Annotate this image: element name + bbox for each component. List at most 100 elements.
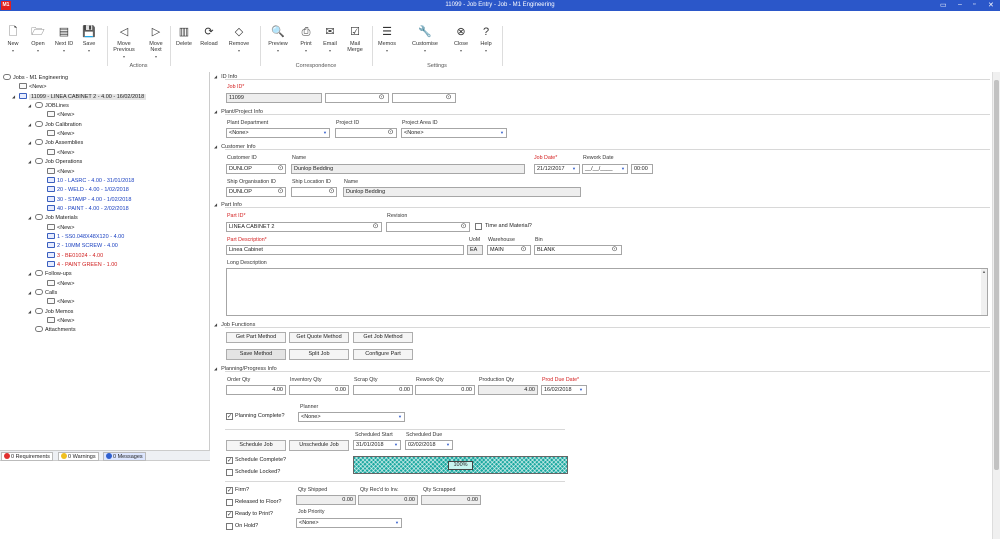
id-field-3[interactable] [392, 93, 456, 103]
reload-button[interactable]: ⟳ Reload [199, 26, 219, 47]
tab-requirements[interactable]: 0 Requirements [1, 452, 53, 461]
order-qty-field[interactable]: 4.00 [226, 385, 286, 395]
tree-node[interactable]: <New> [47, 167, 74, 175]
tree-node[interactable]: ◢ Job Memos [28, 307, 73, 315]
section-id-info[interactable]: ◢ ID Info [214, 74, 238, 80]
preview-button[interactable]: 🔍 Preview ▾ [265, 26, 291, 53]
time-material-checkbox[interactable] [475, 223, 482, 230]
split-job-button[interactable]: Split Job [289, 349, 349, 360]
section-functions[interactable]: ◢ Job Functions [214, 322, 256, 328]
tree-node[interactable]: ◢ Job Operations [28, 158, 82, 165]
customer-name-field[interactable]: Dunlop Bedding [291, 164, 525, 174]
get-job-method-button[interactable]: Get Job Method [353, 332, 413, 343]
sched-start-field[interactable]: 31/01/2018 [353, 440, 401, 450]
expand-toggle-icon[interactable]: ◢ [28, 140, 32, 146]
new-button[interactable]: 🗋 New ▾ [3, 26, 23, 53]
tree-node[interactable]: Attachments [35, 326, 76, 333]
close-icon[interactable]: ✕ [988, 2, 994, 9]
binoculars-icon[interactable]: ⊙ [378, 94, 385, 101]
expand-toggle-icon[interactable]: ◢ [28, 308, 32, 314]
tree-node[interactable]: 3 - BE01024 - 4.00 [47, 251, 103, 259]
prod-due-field[interactable]: 16/02/2018 [541, 385, 587, 395]
expand-toggle-icon[interactable]: ◢ [28, 103, 32, 109]
sched-due-field[interactable]: 02/02/2018 [405, 440, 453, 450]
expand-toggle-icon[interactable]: ◢ [28, 290, 32, 296]
tree-node[interactable]: <New> [47, 279, 74, 287]
expand-toggle-icon[interactable]: ◢ [28, 215, 32, 221]
project-area-select[interactable]: <None> [401, 128, 507, 138]
tab-messages[interactable]: 0 Messages [103, 452, 146, 461]
id-field-2[interactable] [325, 93, 389, 103]
plant-department-select[interactable]: <None> [226, 128, 330, 138]
chevron-down-icon[interactable]: ▼ [500, 130, 504, 135]
qty-recd-field[interactable]: 0.00 [358, 495, 418, 505]
chevron-down-icon[interactable]: ▼ [579, 387, 583, 392]
chevron-down-icon[interactable]: ▼ [398, 414, 402, 419]
ship-name-field[interactable]: Dunlop Bedding [343, 187, 581, 197]
job-date-field[interactable]: 21/12/2017 [534, 164, 580, 174]
tree-node[interactable]: <New> [47, 317, 74, 324]
schedule-complete-checkbox[interactable]: ✓ [226, 457, 233, 464]
help-button[interactable]: ? Help ▾ [477, 26, 495, 53]
section-plant[interactable]: ◢ Plant/Project Info [214, 109, 263, 115]
chevron-down-icon[interactable]: ▼ [394, 442, 398, 447]
section-planning[interactable]: ◢ Planning/Progress Info [214, 366, 277, 372]
qty-shipped-field[interactable]: 0.00 [296, 495, 356, 505]
chevron-down-icon[interactable]: ▾ [154, 54, 157, 59]
tree-node[interactable]: 2 - 10MM SCREW - 4.00 [47, 242, 118, 249]
rework-date-field[interactable]: __/__/____ [582, 164, 628, 174]
tree-node[interactable]: 1 - SS0.048X48X120 - 4.00 [47, 232, 124, 240]
tree-node[interactable]: <New> [47, 298, 74, 305]
chevron-down-icon[interactable]: ▼ [395, 520, 399, 525]
textarea-scrollbar[interactable]: ▲ [981, 269, 987, 315]
ready-checkbox[interactable]: ✓ [226, 511, 233, 518]
tree-node[interactable]: 4 - PAINT GREEN - 1.00 [47, 261, 117, 268]
tree-node[interactable]: ◢Jobs - M1 Engineering [0, 74, 68, 81]
tab-warnings[interactable]: 0 Warnings [58, 452, 99, 461]
tree-node[interactable]: ◢ Calls [28, 289, 57, 296]
chevron-down-icon[interactable]: ▾ [36, 48, 39, 53]
get-quote-method-button[interactable]: Get Quote Method [289, 332, 349, 343]
schedule-job-button[interactable]: Schedule Job [226, 440, 286, 451]
qty-scrapped-field[interactable]: 0.00 [421, 495, 481, 505]
revision-field[interactable] [386, 222, 470, 232]
firm-checkbox[interactable]: ✓ [226, 487, 233, 494]
chevron-down-icon[interactable]: ▾ [276, 48, 279, 53]
chevron-down-icon[interactable]: ▾ [87, 48, 90, 53]
tree-node[interactable]: ◢ Job Materials [28, 214, 78, 221]
tree-node[interactable]: ◢ 11099 - LINEA CABINET 2 - 4.00 - 16/02/… [12, 92, 147, 100]
chevron-down-icon[interactable]: ▾ [459, 48, 462, 53]
expand-toggle-icon[interactable]: ◢ [12, 93, 16, 99]
expand-toggle-icon[interactable]: ◢ [28, 271, 32, 277]
configure-part-button[interactable]: Configure Part [353, 349, 413, 360]
chevron-down-icon[interactable]: ▾ [237, 48, 240, 53]
restore-icon[interactable]: – [958, 1, 962, 8]
tree-node[interactable]: ◢ Job Calibration [28, 120, 82, 128]
scrollbar-thumb[interactable] [994, 80, 999, 470]
chevron-down-icon[interactable]: ▾ [328, 48, 331, 53]
next-id-button[interactable]: ▤ Next ID ▾ [54, 26, 74, 53]
chevron-down-icon[interactable]: ▾ [423, 48, 426, 53]
binoculars-icon[interactable]: ⊙ [611, 246, 618, 253]
delete-button[interactable]: ▥ Delete [175, 26, 193, 47]
memos-button[interactable]: ☰ Memos ▾ [376, 26, 398, 53]
on-hold-checkbox[interactable] [226, 523, 233, 530]
tree-node[interactable]: 20 - WELD - 4.00 - 1/02/2018 [47, 186, 129, 193]
ship-location-field[interactable] [291, 187, 337, 197]
move-next-button[interactable]: ▷ Move Next ▾ [146, 26, 166, 59]
move-previous-button[interactable]: ◁ Move Previous ▾ [110, 26, 138, 59]
binoculars-icon[interactable]: ⊙ [460, 223, 467, 230]
warehouse-field[interactable]: MAIN [487, 245, 531, 255]
get-part-method-button[interactable]: Get Part Method [226, 332, 286, 343]
binoculars-icon[interactable]: ⊙ [328, 188, 335, 195]
chevron-down-icon[interactable]: ▾ [122, 54, 125, 59]
form-scrollbar[interactable] [992, 72, 1000, 539]
email-button[interactable]: ✉ Email ▾ [320, 26, 340, 53]
long-description-field[interactable] [226, 268, 988, 316]
tree-node[interactable]: <New> [19, 83, 46, 90]
ship-org-field[interactable]: DUNLOP [226, 187, 286, 197]
tree-node[interactable]: ◢ Follow-ups [28, 270, 72, 277]
tree-node[interactable]: <New> [47, 223, 74, 231]
priority-select[interactable]: <None> [296, 518, 402, 528]
tree-node[interactable]: <New> [47, 111, 74, 118]
